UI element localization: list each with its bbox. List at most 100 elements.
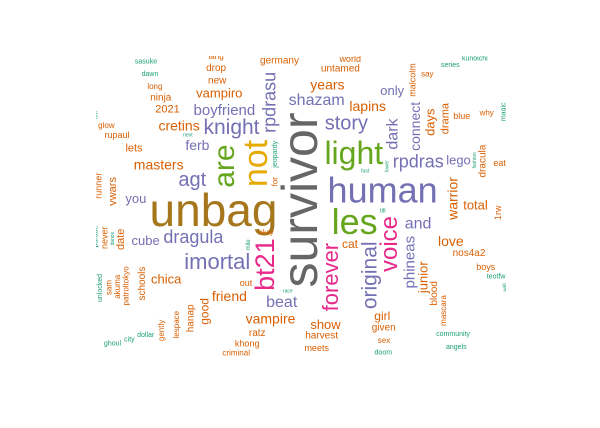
word-world: world — [338, 54, 361, 64]
word-days: days — [422, 108, 437, 136]
word-friend: friend — [212, 288, 247, 304]
word-sex: sex — [378, 336, 390, 345]
word-imortal: imortal — [184, 249, 250, 274]
word-story: story — [325, 113, 368, 135]
word-you: you — [125, 191, 146, 206]
word-dark: dark — [385, 117, 402, 149]
word-not: not — [237, 139, 275, 187]
word-offi: offi — [94, 111, 100, 119]
word-connect: connect — [407, 102, 423, 151]
word-angels: angels — [446, 344, 467, 351]
word-given: given — [372, 323, 396, 334]
word-runner: runner — [94, 173, 104, 199]
word-forever: forever — [318, 243, 343, 311]
word-out: out — [240, 278, 253, 288]
word-sam: sam — [105, 280, 114, 295]
word-drama: drama — [440, 102, 452, 134]
word-boyfriend: boyfriend — [194, 102, 256, 119]
word-germany: germany — [260, 56, 299, 67]
word-city: city — [124, 337, 135, 344]
word-lets: lets — [125, 143, 143, 155]
word-knight: knight — [203, 116, 259, 139]
word-shazam: shazam — [289, 92, 345, 109]
word-dawn: dawn — [142, 71, 159, 78]
word-eat: eat — [493, 158, 506, 168]
word-series: series — [441, 62, 460, 69]
word-rpdras: rpdras — [393, 152, 444, 172]
word-ghoul: ghoul — [104, 340, 122, 347]
word-agt: agt — [178, 169, 206, 191]
word-kunoichi: kunoichi — [462, 55, 488, 62]
word-total: total — [463, 197, 488, 212]
word-gently: gently — [157, 320, 166, 341]
word-sasuke: sasuke — [135, 59, 157, 66]
word-chica: chica — [151, 271, 182, 286]
word-new: new — [208, 76, 227, 87]
word-good: good — [198, 298, 212, 325]
word-ninja: ninja — [150, 93, 172, 104]
word-original: original — [358, 241, 381, 309]
word-vampire: vampire — [246, 310, 296, 326]
word-till: till — [380, 209, 386, 215]
word-say: say — [421, 69, 433, 78]
word-drop: drop — [206, 63, 226, 74]
word-girl: girl — [374, 309, 390, 323]
word-for: for — [270, 177, 279, 187]
word-why: why — [479, 108, 494, 117]
word-vampiro: vampiro — [196, 86, 242, 101]
word-long: long — [147, 82, 162, 91]
word-dance: dance — [110, 232, 116, 246]
word-beat: beat — [266, 294, 298, 311]
word-akuma: akuma — [113, 274, 122, 299]
word-patroltokyo: patroltokyo — [121, 266, 130, 306]
word-lapins: lapins — [349, 98, 386, 114]
word-light: light — [324, 135, 383, 171]
word-rupaul: rupaul — [104, 130, 129, 140]
word-show: show — [310, 317, 341, 332]
word-love: love — [438, 233, 464, 249]
word-masters: masters — [134, 156, 184, 172]
word-lower: lower — [384, 160, 390, 172]
word-malcolm: malcolm — [408, 63, 418, 97]
word-1rw: 1rw — [493, 205, 503, 220]
word-nos4a2: nos4a2 — [453, 248, 486, 259]
word-doom: doom — [375, 350, 393, 357]
word-mile: mile — [246, 239, 252, 251]
word-survivor: survivor — [272, 112, 328, 287]
word-blood: blood — [429, 281, 440, 305]
word-cat: cat — [342, 237, 359, 251]
word-dracula: dracula — [478, 144, 489, 177]
word-race: race — [283, 289, 293, 295]
word-junior: junior — [415, 261, 430, 294]
word-will: will — [503, 283, 509, 292]
word-cretins: cretins — [158, 117, 199, 133]
word-bt21: bt21 — [250, 238, 280, 291]
word-never: never — [100, 226, 110, 249]
word-ratz: ratz — [249, 328, 266, 339]
word-and: and — [405, 216, 432, 233]
word-only: only — [380, 83, 404, 98]
word-mascara: mascara — [439, 295, 448, 326]
word-2021: 2021 — [155, 103, 179, 115]
word-dragula: dragula — [163, 227, 224, 247]
word-rpdrasu: rpdrasu — [260, 72, 280, 133]
word-jeopardy: jeopardy — [272, 140, 279, 168]
word-ferb: ferb — [185, 137, 209, 153]
word-lego: lego — [446, 152, 471, 167]
word-years: years — [310, 76, 344, 92]
word-unbag: unbag — [150, 184, 278, 236]
word-blue: blue — [453, 111, 470, 121]
word-magic: magic — [500, 102, 507, 121]
word-boys: boys — [476, 262, 496, 272]
word-lespace: lespace — [172, 310, 181, 338]
word-dollar: dollar — [137, 332, 155, 339]
word-voice: voice — [376, 216, 403, 272]
word-human: human — [328, 169, 438, 210]
word-khong: khong — [235, 338, 260, 348]
word-parade: parade — [93, 226, 100, 248]
word-vwars: vwars — [107, 177, 119, 206]
word-teotfw: teotfw — [487, 274, 507, 281]
